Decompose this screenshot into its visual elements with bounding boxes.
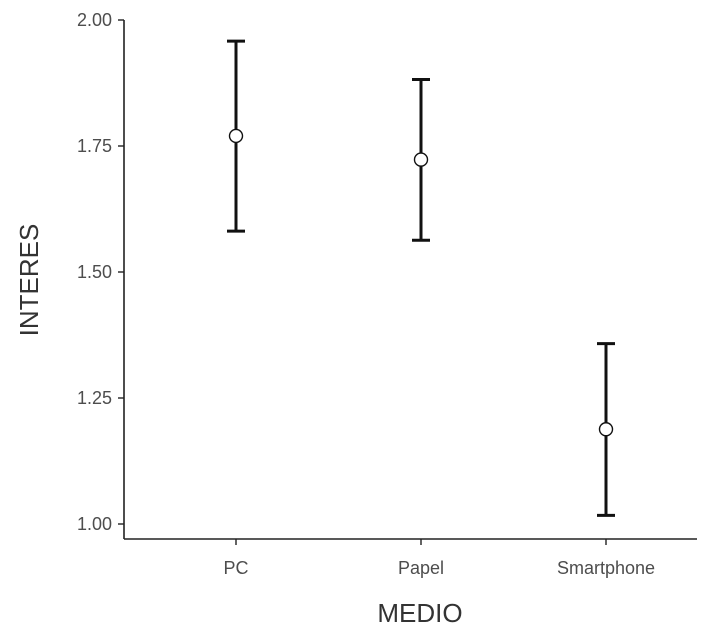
y-axis-ticks: 1.00 1.25 1.50 1.75 2.00 xyxy=(77,10,124,534)
x-tick-label: Smartphone xyxy=(557,558,655,578)
x-tick-label: Papel xyxy=(398,558,444,578)
x-tick-label: PC xyxy=(223,558,248,578)
x-axis-title: MEDIO xyxy=(377,598,462,628)
data-point-smartphone xyxy=(598,422,614,437)
y-tick-label: 2.00 xyxy=(77,10,112,30)
y-tick-label: 1.50 xyxy=(77,262,112,282)
y-tick-label: 1.75 xyxy=(77,136,112,156)
y-tick-label: 1.00 xyxy=(77,514,112,534)
y-tick-label: 1.25 xyxy=(77,388,112,408)
plot-panel: 1.00 1.25 1.50 1.75 2.00 PC Papel Smartphone xyxy=(77,10,697,578)
data-point-papel xyxy=(413,152,429,167)
data-marks xyxy=(227,39,615,517)
y-axis-title: INTERES xyxy=(14,224,44,337)
x-axis-ticks: PC Papel Smartphone xyxy=(223,539,655,578)
data-point-pc xyxy=(228,128,244,144)
